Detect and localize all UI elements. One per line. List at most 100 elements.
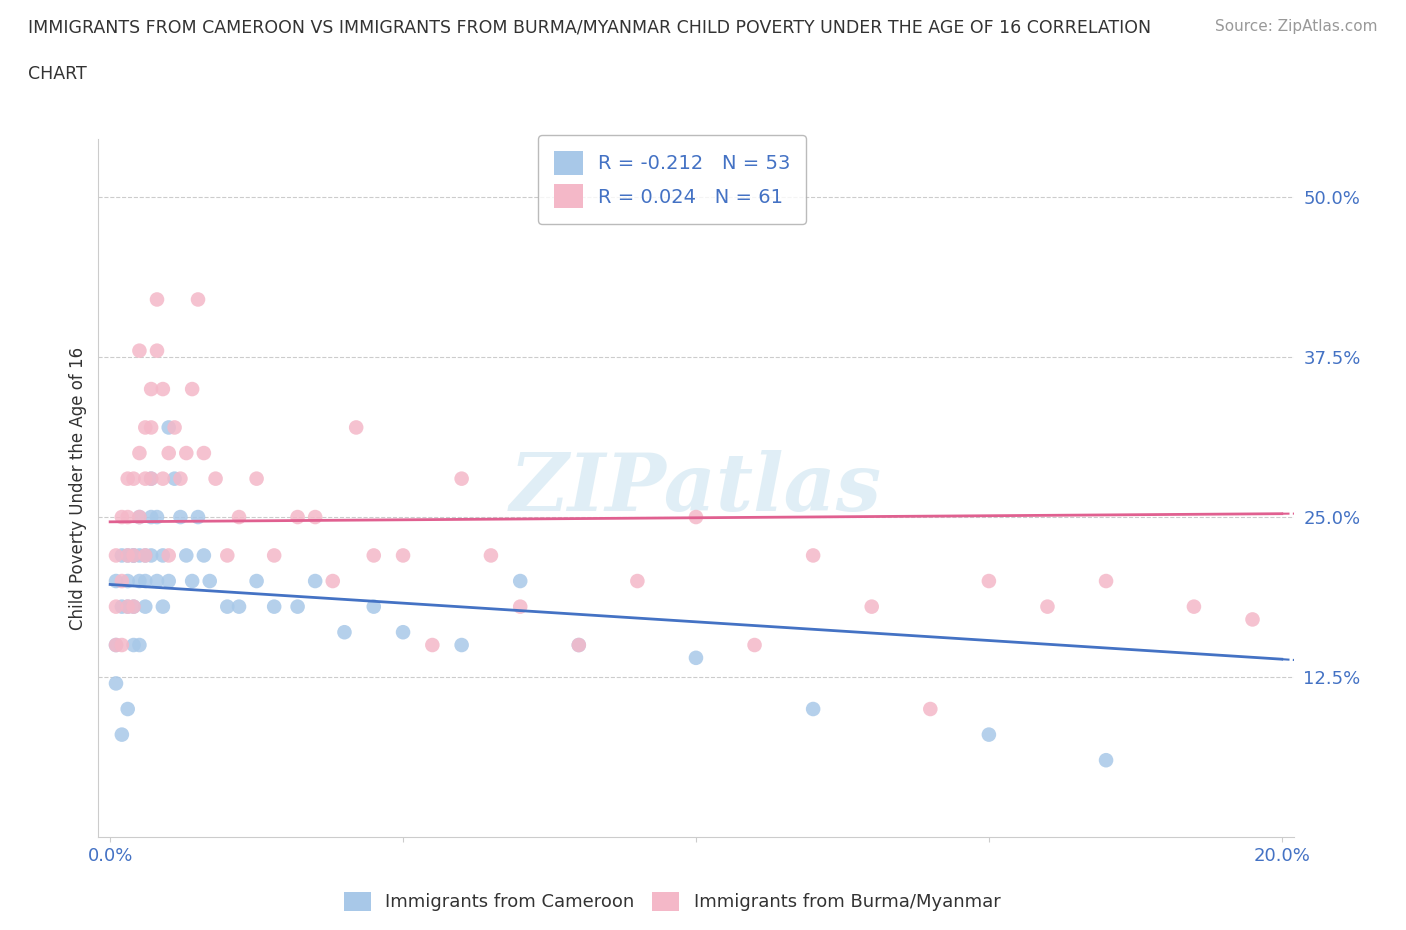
Point <box>1095 574 1118 589</box>
Point <box>105 548 128 563</box>
Point <box>146 510 169 525</box>
Point <box>141 472 163 486</box>
Point <box>105 638 128 653</box>
Point <box>146 292 169 307</box>
Point <box>134 472 156 486</box>
Point <box>122 548 145 563</box>
Point <box>141 420 163 435</box>
Point <box>363 599 385 614</box>
Point <box>801 548 824 563</box>
Point <box>141 510 163 525</box>
Point <box>920 701 942 716</box>
Point <box>134 548 156 563</box>
Y-axis label: Child Poverty Under the Age of 16: Child Poverty Under the Age of 16 <box>69 347 87 630</box>
Point <box>174 548 197 563</box>
Point <box>117 548 139 563</box>
Point <box>169 472 191 486</box>
Text: Source: ZipAtlas.com: Source: ZipAtlas.com <box>1215 19 1378 33</box>
Point <box>228 599 250 614</box>
Point <box>122 472 145 486</box>
Point <box>181 574 204 589</box>
Point <box>134 548 156 563</box>
Point <box>363 548 385 563</box>
Point <box>1241 612 1264 627</box>
Point <box>128 510 150 525</box>
Point <box>246 574 269 589</box>
Point <box>1036 599 1059 614</box>
Point <box>344 420 367 435</box>
Point <box>117 599 139 614</box>
Point <box>111 599 134 614</box>
Point <box>568 638 591 653</box>
Point <box>134 420 156 435</box>
Point <box>157 574 180 589</box>
Point <box>105 574 128 589</box>
Text: ZIPatlas: ZIPatlas <box>510 449 882 527</box>
Point <box>685 510 707 525</box>
Text: CHART: CHART <box>28 65 87 83</box>
Point <box>420 638 443 653</box>
Point <box>128 638 150 653</box>
Point <box>187 292 209 307</box>
Point <box>111 548 134 563</box>
Point <box>163 472 186 486</box>
Point <box>117 599 139 614</box>
Point <box>128 343 150 358</box>
Point <box>152 599 174 614</box>
Text: IMMIGRANTS FROM CAMEROON VS IMMIGRANTS FROM BURMA/MYANMAR CHILD POVERTY UNDER TH: IMMIGRANTS FROM CAMEROON VS IMMIGRANTS F… <box>28 19 1152 36</box>
Point <box>287 510 309 525</box>
Point <box>287 599 309 614</box>
Point <box>568 638 591 653</box>
Point <box>117 472 139 486</box>
Point <box>1182 599 1205 614</box>
Point <box>122 548 145 563</box>
Point <box>111 638 134 653</box>
Point <box>117 701 139 716</box>
Point <box>128 548 150 563</box>
Point <box>1095 752 1118 767</box>
Point <box>198 574 221 589</box>
Point <box>174 445 197 460</box>
Point <box>157 420 180 435</box>
Point <box>117 574 139 589</box>
Point <box>263 599 285 614</box>
Point <box>128 510 150 525</box>
Point <box>134 599 156 614</box>
Point <box>263 548 285 563</box>
Point <box>181 381 204 396</box>
Point <box>157 445 180 460</box>
Point <box>479 548 502 563</box>
Point <box>117 510 139 525</box>
Point <box>134 574 156 589</box>
Point <box>228 510 250 525</box>
Point <box>509 599 531 614</box>
Legend: Immigrants from Cameroon, Immigrants from Burma/Myanmar: Immigrants from Cameroon, Immigrants fro… <box>336 884 1008 919</box>
Point <box>141 548 163 563</box>
Point <box>193 548 215 563</box>
Point <box>152 472 174 486</box>
Point <box>977 574 1000 589</box>
Point <box>157 548 180 563</box>
Point <box>105 599 128 614</box>
Point <box>204 472 226 486</box>
Point <box>146 343 169 358</box>
Point <box>450 638 472 653</box>
Point <box>304 510 326 525</box>
Point <box>122 638 145 653</box>
Point <box>322 574 344 589</box>
Point <box>152 548 174 563</box>
Point <box>122 548 145 563</box>
Point <box>105 638 128 653</box>
Point <box>111 574 134 589</box>
Point <box>141 381 163 396</box>
Point <box>122 599 145 614</box>
Point <box>117 548 139 563</box>
Point <box>509 574 531 589</box>
Point <box>217 548 239 563</box>
Point <box>801 701 824 716</box>
Point <box>122 599 145 614</box>
Point <box>626 574 648 589</box>
Point <box>111 510 134 525</box>
Point <box>187 510 209 525</box>
Point <box>450 472 472 486</box>
